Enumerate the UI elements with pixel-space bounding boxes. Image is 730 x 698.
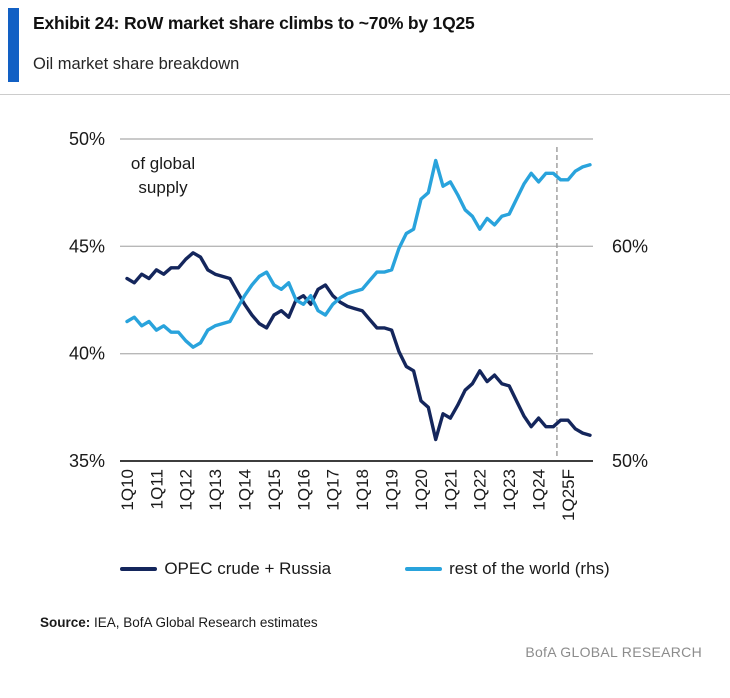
right-axis-tick-label: 50% xyxy=(612,451,648,471)
left-axis-tick-label: 35% xyxy=(69,451,105,471)
left-axis-tick-label: 50% xyxy=(69,129,105,149)
source-line: Source: IEA, BofA Global Research estima… xyxy=(0,615,730,630)
x-axis-tick-label: 1Q13 xyxy=(206,469,225,511)
x-axis-tick-label: 1Q18 xyxy=(353,469,372,511)
opec-russia-series-line xyxy=(125,251,592,442)
annotation-of-global-supply: supply xyxy=(138,178,188,197)
left-axis-tick-label: 45% xyxy=(69,236,105,256)
chart-area: 50% 45% 40% 35% 60% 50% of global supply 1Q10 1Q1… xyxy=(0,95,730,539)
x-axis-tick-label: 1Q20 xyxy=(412,469,431,511)
chart-legend: OPEC crude + Russia rest of the world (r… xyxy=(0,557,730,581)
x-axis-tick-label: 1Q10 xyxy=(118,469,137,511)
legend-entry-opec: OPEC crude + Russia xyxy=(120,559,331,579)
x-axis-tick-label: 1Q23 xyxy=(500,469,519,511)
oil-market-share-chart: 50% 45% 40% 35% 60% 50% of global supply 1Q10 1Q1… xyxy=(69,129,648,521)
accent-bar xyxy=(8,8,19,82)
exhibit-header: Exhibit 24: RoW market share climbs to ~… xyxy=(0,0,730,95)
legend-label-opec: OPEC crude + Russia xyxy=(164,559,332,578)
x-axis-tick-label: 1Q19 xyxy=(383,469,402,511)
legend-entry-row: rest of the world (rhs) xyxy=(405,559,610,579)
x-axis-tick-label: 1Q15 xyxy=(265,469,284,511)
x-axis-tick-label: 1Q14 xyxy=(236,469,255,511)
exhibit-subtitle: Oil market share breakdown xyxy=(33,55,240,73)
x-axis-tick-label: 1Q24 xyxy=(530,469,549,511)
x-axis-tick-label: 1Q16 xyxy=(294,469,313,511)
x-axis-tick-label: 1Q21 xyxy=(441,469,460,511)
annotation-of-global-supply: of global xyxy=(131,154,195,173)
brand-text: BofA GLOBAL RESEARCH xyxy=(525,644,702,660)
x-axis-tick-label: 1Q11 xyxy=(147,469,166,509)
rest-of-world-series-line xyxy=(125,158,592,349)
source-text: IEA, BofA Global Research estimates xyxy=(90,615,318,630)
right-axis-tick-label: 60% xyxy=(612,236,648,256)
left-axis-tick-label: 40% xyxy=(69,344,105,364)
x-axis-tick-label: 1Q17 xyxy=(324,469,343,511)
legend-label-row: rest of the world (rhs) xyxy=(449,559,610,578)
opec-line-swatch xyxy=(120,566,158,572)
row-line-swatch xyxy=(405,566,443,572)
x-axis-tick-label: 1Q25F xyxy=(559,469,578,521)
x-axis-tick-label: 1Q12 xyxy=(177,469,196,511)
x-axis-tick-label: 1Q22 xyxy=(471,469,490,511)
exhibit-title: Exhibit 24: RoW market share climbs to ~… xyxy=(33,13,475,33)
source-label: Source: xyxy=(40,615,91,630)
